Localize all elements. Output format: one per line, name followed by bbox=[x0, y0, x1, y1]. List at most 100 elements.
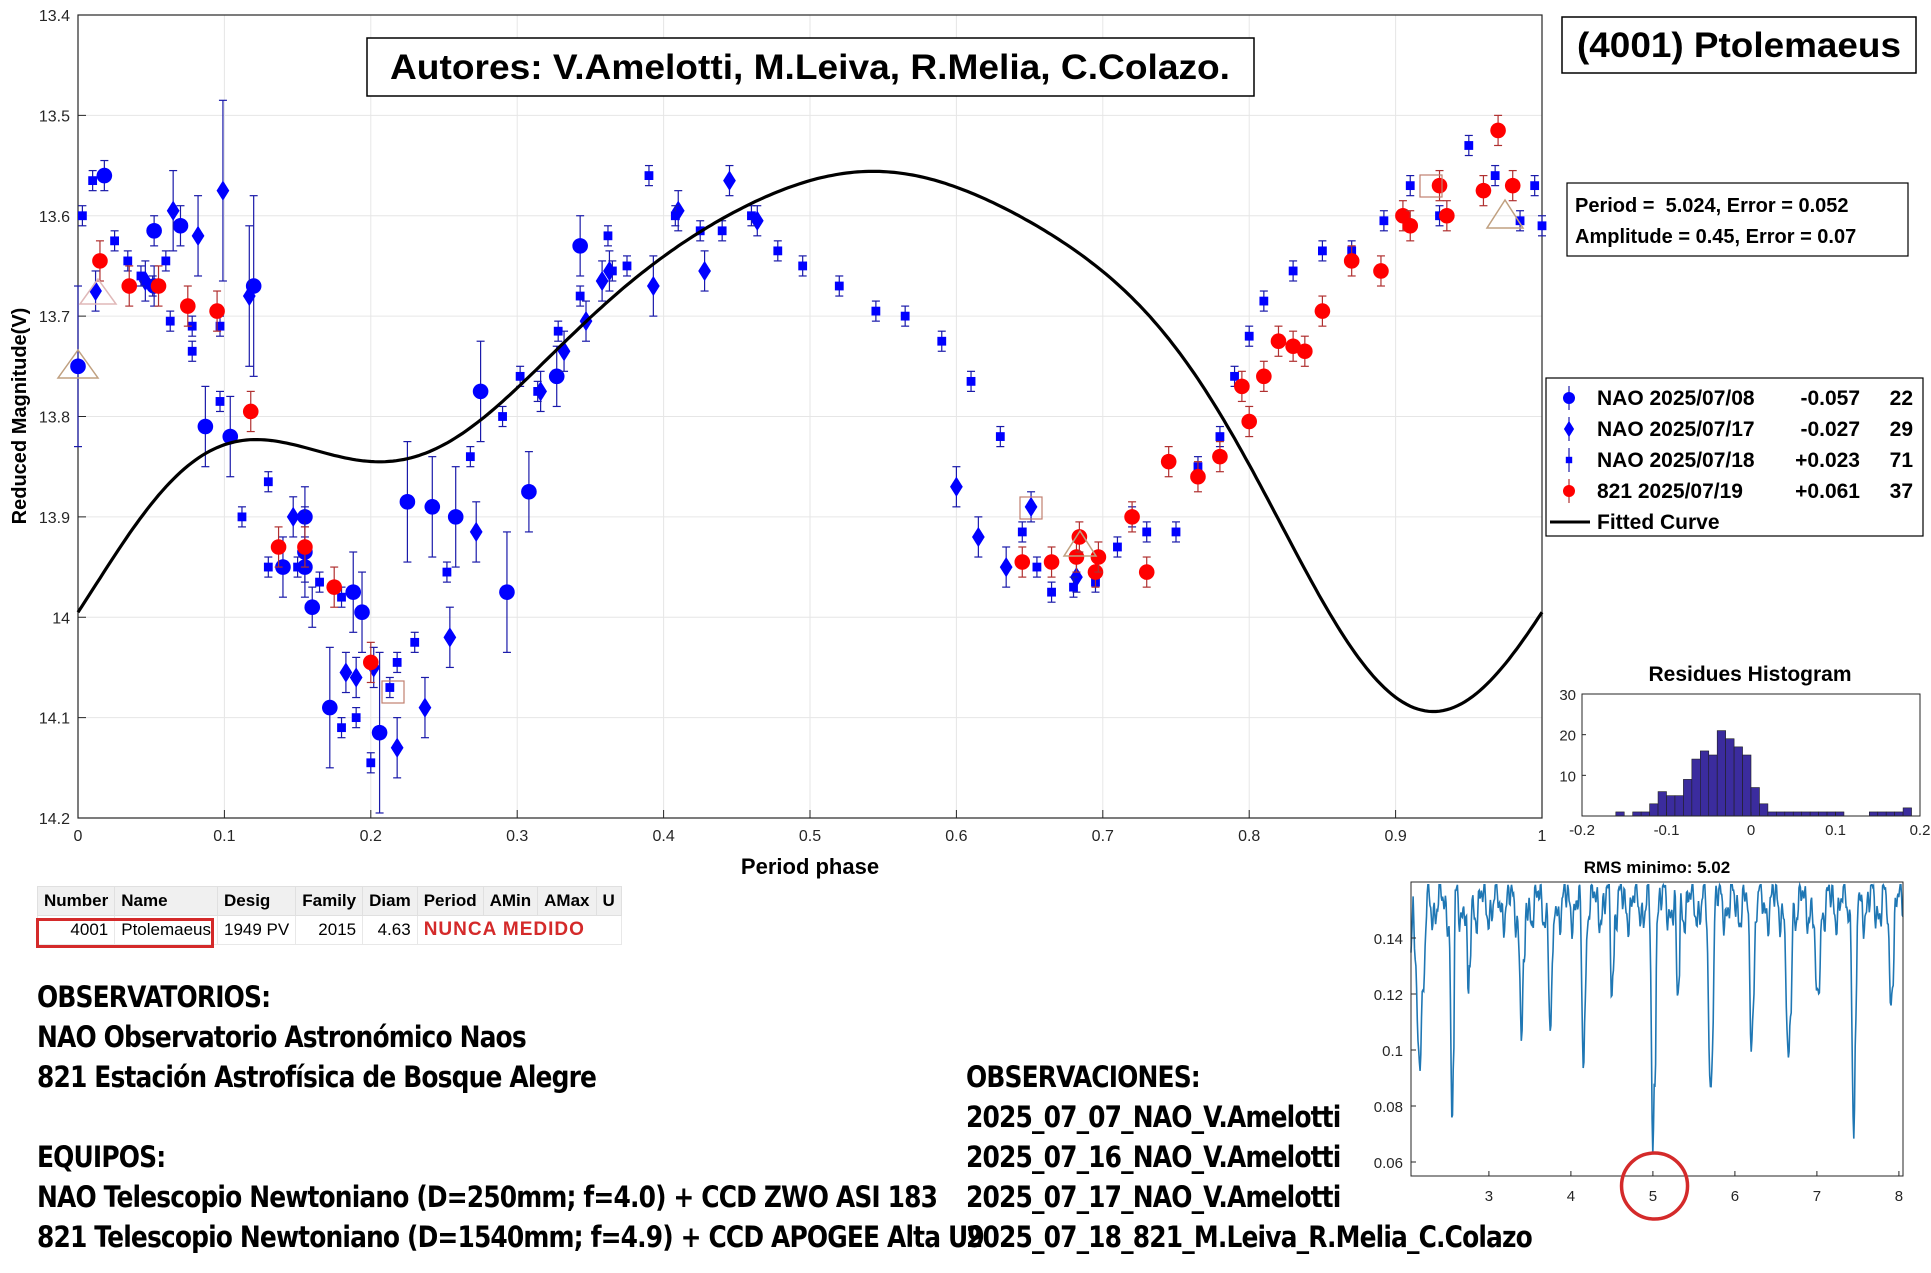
y-tick-label: 13.6 bbox=[39, 209, 70, 226]
reference-square-marker bbox=[381, 680, 405, 704]
object-title-box bbox=[1561, 16, 1917, 74]
data-point bbox=[1504, 177, 1521, 194]
data-point bbox=[1373, 263, 1389, 279]
histogram-bar bbox=[1674, 795, 1684, 817]
asteroid-info-table: Number Name Desig Family Diam Period AMi… bbox=[36, 886, 622, 945]
data-point bbox=[1142, 527, 1152, 537]
data-point bbox=[354, 604, 370, 621]
data-point bbox=[1241, 413, 1257, 430]
x-tick-label: 0.2 bbox=[1910, 822, 1930, 839]
histogram-bar bbox=[1615, 811, 1625, 817]
reference-triangle-marker bbox=[78, 277, 118, 305]
histogram-bar bbox=[1826, 811, 1836, 817]
data-point bbox=[304, 599, 321, 616]
data-point bbox=[191, 225, 205, 246]
histogram-bar bbox=[1657, 791, 1667, 817]
data-point bbox=[603, 231, 613, 241]
legend-marker-swatch bbox=[1563, 392, 1575, 404]
data-point bbox=[1405, 181, 1415, 191]
data-point bbox=[180, 298, 196, 314]
header-period: Period bbox=[416, 886, 484, 916]
data-point bbox=[237, 512, 247, 522]
fit-amplitude-text: Amplitude = 0.45, Error = 0.07 bbox=[1575, 226, 1856, 248]
data-point bbox=[110, 236, 119, 246]
header-name: Name bbox=[114, 886, 219, 916]
data-point bbox=[165, 316, 175, 326]
data-point bbox=[366, 758, 376, 768]
data-point bbox=[1343, 253, 1360, 269]
rms-ticks: 3 4 5 6 7 8 0.06 0.08 0.1 0.12 0.14 bbox=[1374, 931, 1903, 1205]
y-tick-label: 20 bbox=[1559, 728, 1576, 745]
reference-square-marker bbox=[1019, 496, 1043, 520]
observation-line: 2025_07_07_NAO_V.Amelotti bbox=[966, 1100, 1341, 1134]
data-point bbox=[1043, 554, 1060, 570]
data-point bbox=[1259, 296, 1269, 306]
rms-periodogram: RMS minimo: 5.02 3 4 5 6 7 8 0.06 0.08 0.1 0.12 0.… bbox=[1374, 858, 1904, 1221]
legend: NAO 2025/07/08 -0.057 22 NAO 2025/07/17 -0.0… bbox=[1550, 386, 1913, 534]
data-point bbox=[1314, 303, 1331, 319]
data-point bbox=[1190, 468, 1206, 485]
legend-label: NAO 2025/07/17 bbox=[1597, 418, 1755, 441]
data-point bbox=[339, 662, 353, 683]
data-point bbox=[533, 387, 543, 396]
data-point bbox=[1270, 333, 1287, 350]
data-point bbox=[498, 412, 507, 421]
data-point bbox=[472, 383, 489, 400]
cell-diam: 4.63 bbox=[362, 915, 418, 945]
data-point bbox=[1138, 564, 1155, 580]
table-header-row: Number Name Desig Family Diam Period AMi… bbox=[36, 886, 622, 916]
x-tick-label: 6 bbox=[1731, 1188, 1739, 1205]
histogram-bar bbox=[1700, 750, 1710, 817]
legend-marker-swatch bbox=[1563, 420, 1575, 438]
data-point bbox=[390, 737, 404, 758]
data-point bbox=[465, 452, 475, 462]
data-point bbox=[297, 539, 313, 555]
data-point bbox=[92, 253, 108, 269]
data-point bbox=[123, 256, 133, 266]
data-point bbox=[424, 499, 441, 515]
x-tick-label: 0.4 bbox=[652, 828, 674, 845]
data-point bbox=[166, 200, 180, 221]
observatory-line: 821 Estación Astrofísica de Bosque Alegr… bbox=[37, 1060, 597, 1094]
data-point bbox=[515, 371, 525, 381]
histogram-bar bbox=[1691, 758, 1701, 817]
data-point bbox=[1047, 587, 1056, 597]
data-point bbox=[337, 592, 346, 602]
histogram-bar bbox=[1640, 811, 1650, 817]
rms-curve bbox=[1410, 881, 1904, 1154]
data-point bbox=[971, 526, 985, 548]
data-point bbox=[1318, 246, 1327, 256]
x-tick-label: 0.8 bbox=[1238, 828, 1260, 845]
data-point bbox=[1160, 453, 1177, 470]
data-point bbox=[345, 584, 362, 600]
data-point bbox=[89, 280, 102, 302]
equipment-line: 821 Telescopio Newtoniano (D=1540mm; f=4… bbox=[37, 1220, 985, 1254]
data-point bbox=[443, 627, 457, 648]
y-tick-label: 0.06 bbox=[1374, 1155, 1403, 1172]
data-point bbox=[399, 494, 416, 510]
data-point bbox=[622, 261, 632, 271]
x-tick-label: 3 bbox=[1485, 1188, 1493, 1205]
data-point bbox=[1285, 338, 1301, 355]
data-point bbox=[418, 697, 432, 718]
legend-offset: -0.057 bbox=[1800, 387, 1860, 410]
data-point bbox=[1124, 509, 1140, 525]
data-point bbox=[286, 506, 300, 527]
x-tick-label: 0.6 bbox=[945, 828, 967, 845]
data-point bbox=[293, 562, 302, 572]
legend-label: NAO 2025/07/08 bbox=[1597, 387, 1755, 410]
observation-line: 2025_07_16_NAO_V.Amelotti bbox=[966, 1140, 1341, 1174]
data-point bbox=[1017, 527, 1027, 537]
histogram-bar bbox=[1835, 811, 1845, 817]
data-point bbox=[698, 260, 711, 282]
data-point bbox=[326, 579, 343, 595]
cell-family: 2015 bbox=[295, 915, 364, 945]
data-point bbox=[337, 723, 346, 733]
y-axis-label: Reduced Magnitude(V) bbox=[9, 308, 31, 525]
observations-title: OBSERVACIONES: bbox=[966, 1060, 1201, 1094]
reference-square-marker bbox=[1419, 174, 1443, 198]
y-tick-label: 14.1 bbox=[39, 711, 70, 728]
data-point bbox=[363, 654, 379, 671]
histogram-bar bbox=[1666, 795, 1676, 817]
observatory-line: NAO Observatorio Astronómico Naos bbox=[37, 1020, 527, 1054]
